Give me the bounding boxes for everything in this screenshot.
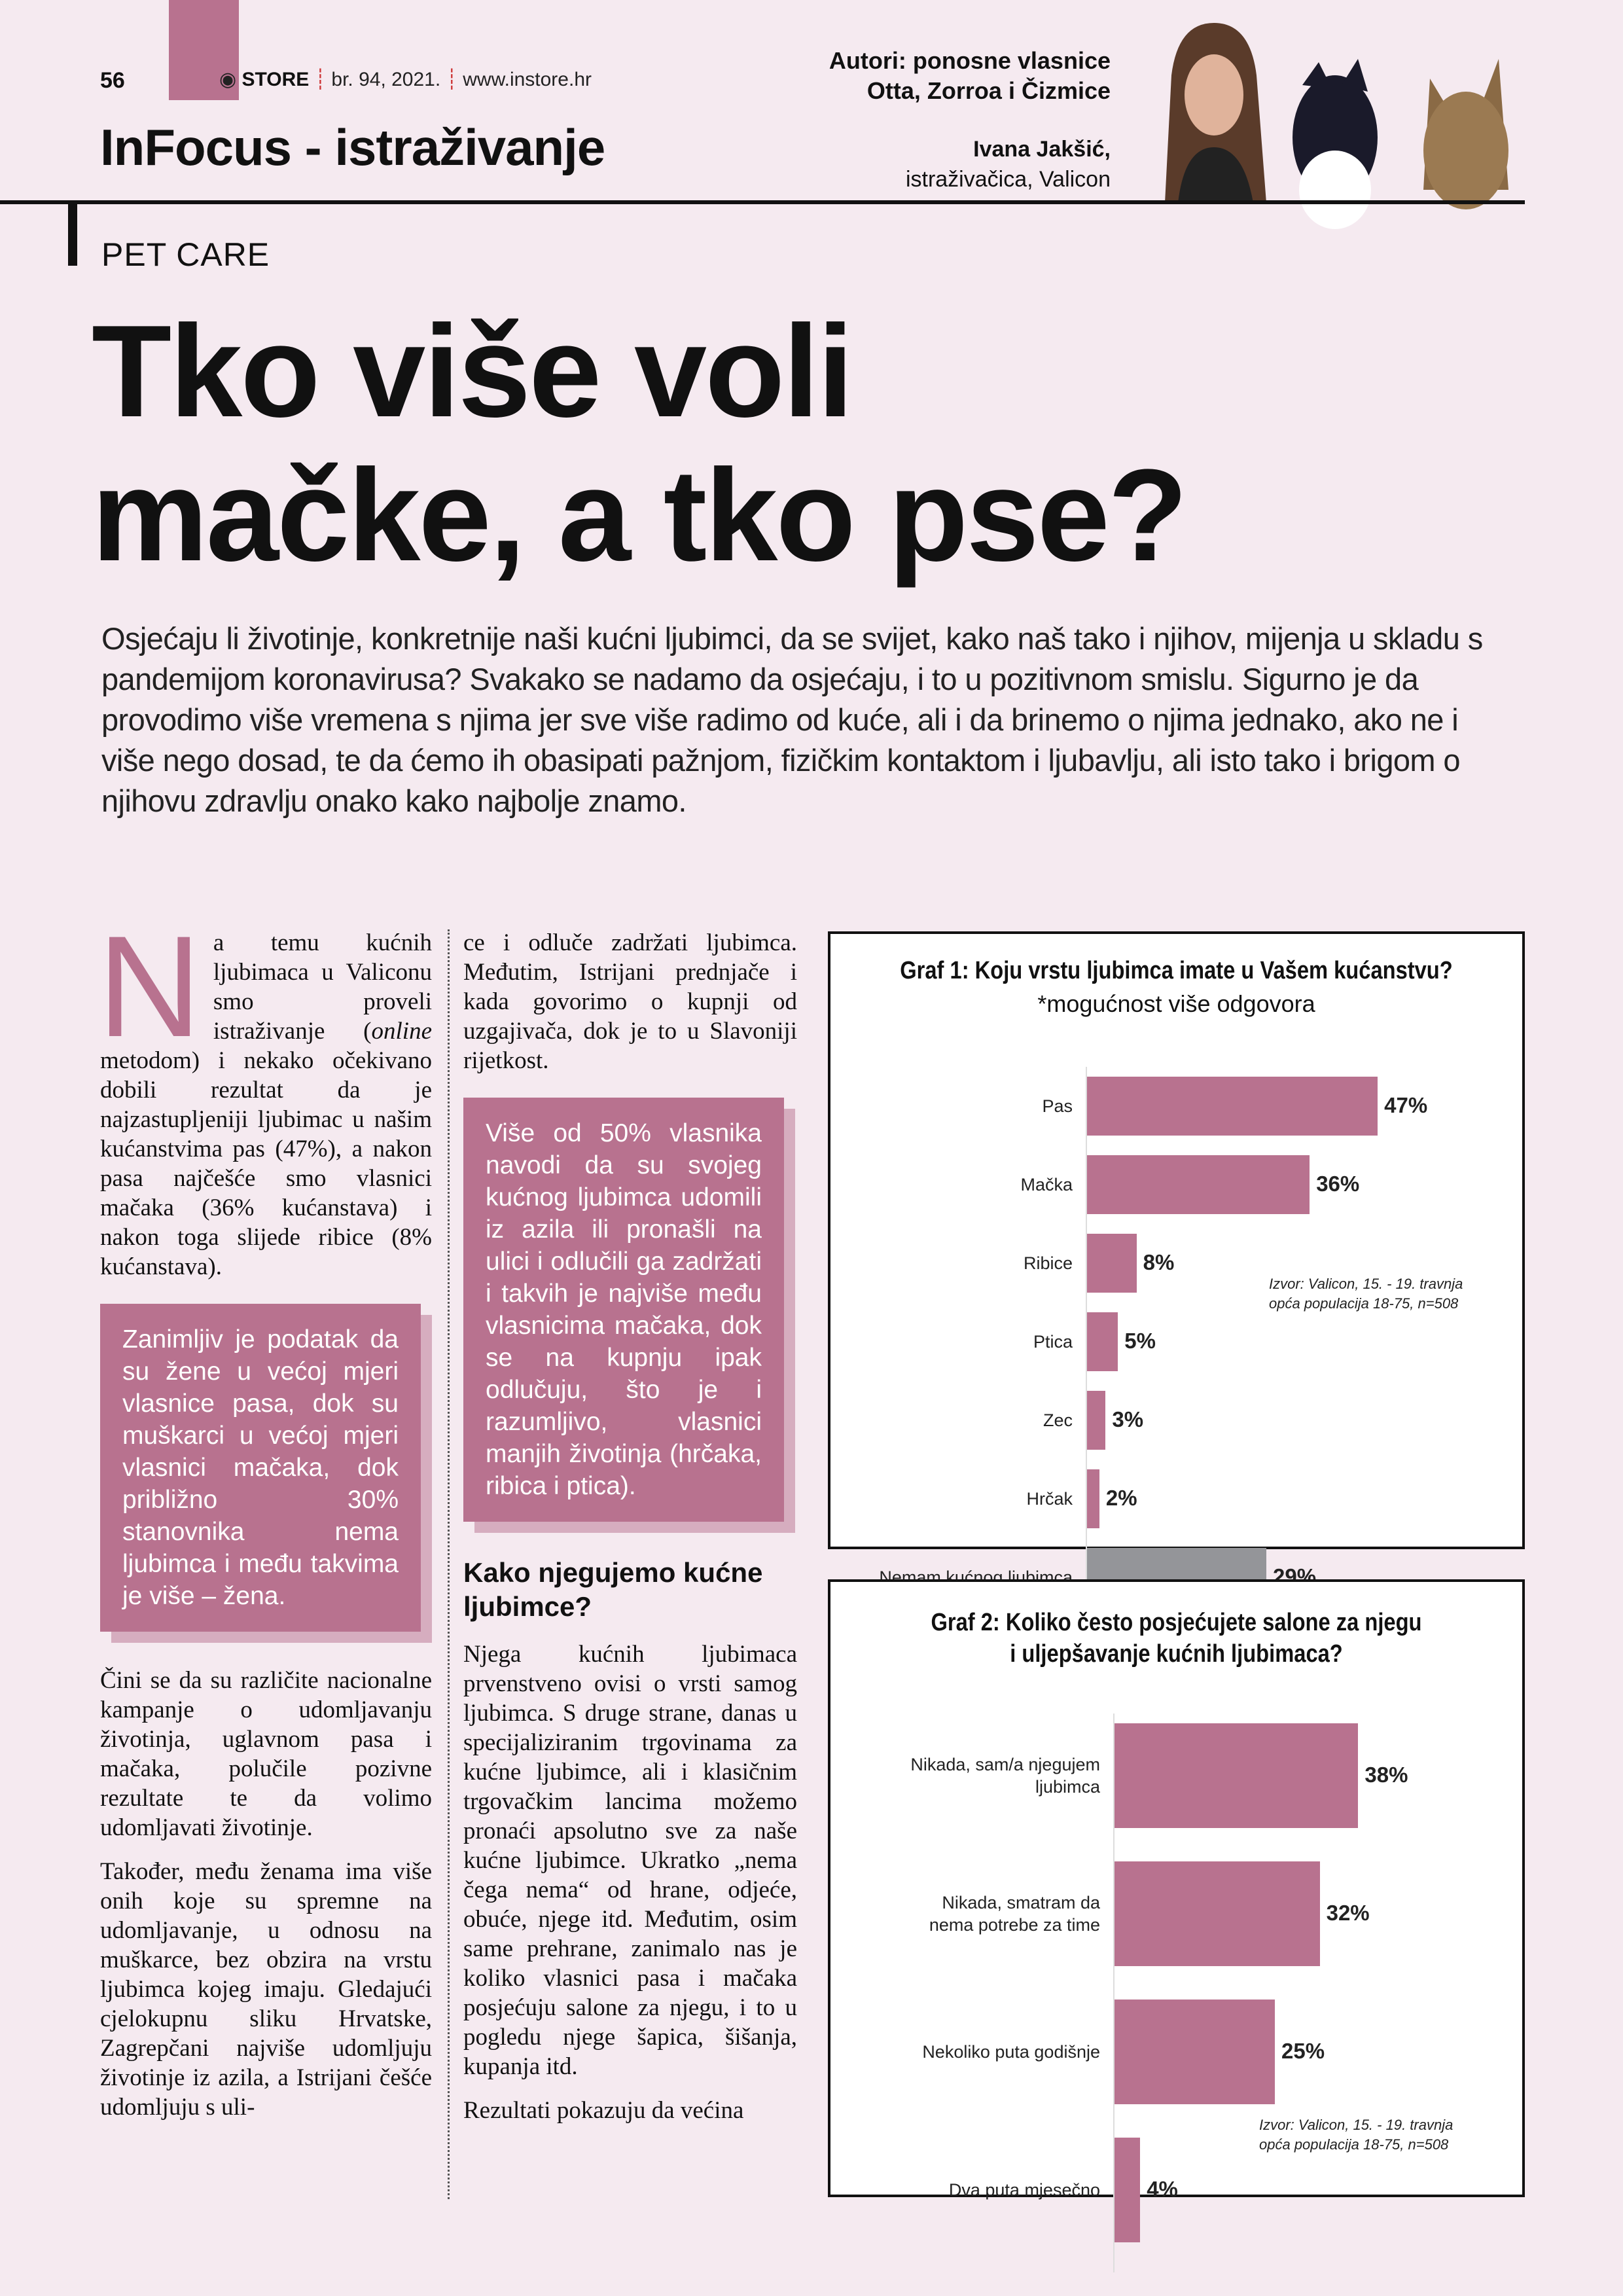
researcher-role: istraživačica, Valicon [905, 167, 1111, 192]
source-line: Izvor: Valicon, 15. - 19. travnja [1259, 2117, 1454, 2133]
page-number: 56 [100, 68, 125, 93]
bar-label: Ptica [837, 1331, 1073, 1353]
bar-label-line: Hrčak [1026, 1489, 1073, 1509]
chart-source: Izvor: Valicon, 15. - 19. travnja opća po… [1259, 2115, 1453, 2155]
paragraph-text: a temu kućnih ljubimaca u Valiconu smo p… [213, 929, 432, 1045]
callout-box-1: Zanimljiv je podatak da su žene u većoj … [100, 1304, 421, 1632]
bar-value: 47% [1384, 1093, 1428, 1117]
authors: Autori: ponosne vlasnice Otta, Zorroa i Č… [829, 46, 1111, 106]
paragraph: Rezultati pokazuju da većina [463, 2097, 744, 2124]
bar-label-line: Ptica [1033, 1332, 1073, 1352]
bar [1087, 1234, 1137, 1293]
paragraph: ce i odluče zadržati ljubimca. Međutim, … [463, 929, 797, 1074]
bar [1115, 1723, 1359, 1828]
paragraph-text: metodom) i nekako očekivano dobili rezul… [100, 1047, 432, 1280]
bar-value: 3% [1112, 1407, 1144, 1431]
issue-number: br. 94, 2021. [331, 69, 441, 90]
brand-logo-icon: ◉ [219, 69, 242, 90]
website: www.instore.hr [463, 69, 592, 90]
paragraph: Čini se da su različite nacionalne kampa… [100, 1667, 432, 1841]
researcher-name: Ivana Jakšić, [973, 137, 1111, 162]
bar-label-line: Nikada, sam/a njegujem [910, 1755, 1100, 1774]
researcher: Ivana Jakšić, istraživačica, Valicon [906, 134, 1111, 194]
column-2: ce i odluče zadržati ljubimca. Međutim, … [463, 928, 797, 2140]
chart-1: Graf 1: Koju vrstu ljubimca imate u Vaše… [828, 931, 1525, 1623]
bar-label-line: ljubimca [1035, 1777, 1100, 1797]
bar [1087, 1469, 1099, 1528]
bar-label: Dva puta mjesečno [865, 2179, 1100, 2201]
bar-value: 25% [1281, 2039, 1325, 2063]
chart-source: Izvor: Valicon, 15. - 19. travnja opća po… [1269, 1274, 1463, 1314]
bar [1115, 2138, 1141, 2242]
bar-value: 32% [1326, 1901, 1370, 1925]
kicker-bar [68, 200, 77, 266]
chart-title: Graf 1: Koju vrstu ljubimca imate u Vaše… [830, 955, 1522, 986]
issue-info: ◉ STORE ┊ br. 94, 2021. ┊ www.instore.hr [219, 68, 592, 91]
bar-label: Zec [837, 1409, 1073, 1431]
bar-label-line: Nikada, smatram da [942, 1893, 1100, 1912]
source-line: opća populacija 18-75, n=508 [1269, 1295, 1459, 1312]
authors-line: Otta, Zorroa i Čizmice [866, 77, 1111, 104]
separator-icon: ┊ [314, 69, 327, 90]
bar-value: 38% [1364, 1763, 1408, 1787]
column-divider [448, 929, 450, 2199]
bar-label: Mačka [837, 1174, 1073, 1196]
bar [1115, 1861, 1320, 1966]
source-line: opća populacija 18-75, n=508 [1259, 2136, 1449, 2153]
chart-title-line: Graf 2: Koliko često posjećujete salone … [931, 1609, 1422, 1636]
paragraph: Njega kućnih ljubimaca prvenstveno ovisi… [463, 1641, 797, 2080]
headline-line-1: Tko više voli [92, 298, 853, 444]
bar-label: Nekoliko puta godišnje [865, 2041, 1100, 2063]
bar [1115, 2000, 1275, 2104]
bar-value: 36% [1316, 1172, 1360, 1196]
bar [1087, 1391, 1106, 1450]
headline-line-2: mačke, a tko pse? [92, 442, 1188, 588]
header-rule [0, 200, 1525, 204]
chart-subtitle: *mogućnost više odgovora [1037, 990, 1315, 1017]
bar-value: 2% [1105, 1486, 1137, 1510]
chart-2: Graf 2: Koliko često posjećujete salone … [828, 1579, 1525, 2272]
separator-icon: ┊ [446, 69, 458, 90]
drop-cap: N [98, 906, 202, 1067]
researcher-photo [1165, 23, 1266, 203]
authors-line: Autori: ponosne vlasnice [829, 47, 1111, 74]
bar-value: 8% [1143, 1250, 1175, 1274]
bar-label-line: Pas [1042, 1096, 1073, 1116]
bar [1087, 1077, 1378, 1136]
chart-title: Graf 2: Koliko često posjećujete salone … [830, 1607, 1522, 1670]
bar-label: Nikada, smatram da nema potrebe za time [865, 1892, 1100, 1936]
callout-box-2: Više od 50% vlasnika navodi da su svojeg… [463, 1098, 784, 1522]
subheading: Kako njegujemo kućne ljubimce? [463, 1557, 763, 1622]
bar-label-line: Mačka [1020, 1175, 1073, 1194]
bar-value: 4% [1147, 2177, 1178, 2201]
brand-name: STORE [241, 69, 310, 90]
bar-label-line: Dva puta mjesečno [948, 2180, 1100, 2200]
section-title: InFocus - istraživanje [100, 118, 605, 176]
bar-label-line: nema potrebe za time [929, 1915, 1100, 1935]
chart-axis [1113, 1713, 1115, 2272]
paragraph: Također, među ženama ima više onih koje … [100, 1858, 432, 2121]
source-line: Izvor: Valicon, 15. - 19. travnja [1269, 1276, 1463, 1292]
chart-title-line: i uljepšavanje kućnih ljubimaca? [1010, 1640, 1343, 1668]
bar [1087, 1155, 1310, 1214]
bar-label-line: Ribice [1023, 1253, 1073, 1273]
intro-paragraph: Osjećaju li životinje, konkretnije naši … [101, 621, 1483, 818]
chart-axis [1086, 1067, 1087, 1623]
cats-photo [1293, 59, 1508, 229]
bar-label-line: Nekoliko puta godišnje [922, 2042, 1100, 2062]
kicker: PET CARE [101, 236, 270, 273]
bar [1087, 1312, 1118, 1371]
bar-label: Nikada, sam/a njegujem ljubimca [865, 1753, 1100, 1798]
chart-title-line: Graf 1: Koju vrstu ljubimca imate u Vaše… [900, 957, 1453, 984]
bar-value: 5% [1124, 1329, 1156, 1353]
bar-label: Hrčak [837, 1488, 1073, 1510]
bar-label: Ribice [837, 1252, 1073, 1274]
paragraph-italic: online [371, 1018, 432, 1045]
accent-bar [169, 0, 239, 100]
bar-label-line: Zec [1043, 1410, 1073, 1430]
bar-label: Pas [837, 1095, 1073, 1117]
